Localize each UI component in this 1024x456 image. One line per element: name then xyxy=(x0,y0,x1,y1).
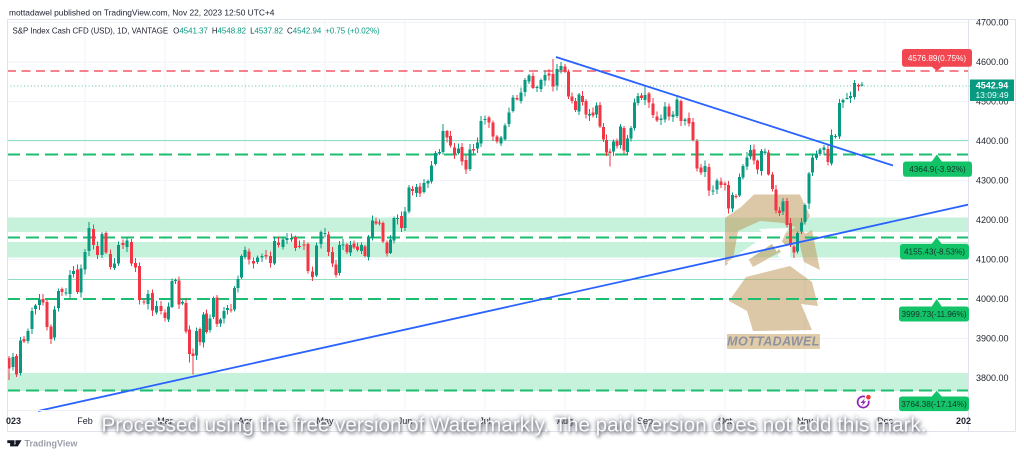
svg-text:4576.89(0.75%): 4576.89(0.75%) xyxy=(908,54,967,63)
svg-text:4600.00: 4600.00 xyxy=(976,57,1009,67)
svg-text:202: 202 xyxy=(956,416,971,426)
svg-text:Jun: Jun xyxy=(398,416,413,426)
svg-text:3999.73(-11.96%): 3999.73(-11.96%) xyxy=(902,310,967,319)
svg-text:4500.00: 4500.00 xyxy=(976,97,1009,107)
svg-text:3900.00: 3900.00 xyxy=(976,334,1009,344)
svg-text:MOTTADAWEL: MOTTADAWEL xyxy=(727,335,820,349)
svg-text:Feb: Feb xyxy=(77,416,93,426)
svg-text:4700.00: 4700.00 xyxy=(976,18,1009,28)
svg-text:TradingView: TradingView xyxy=(25,438,79,448)
svg-text:S&P Index Cash CFD (USD), 1D,: S&P Index Cash CFD (USD), 1D, VANTAGE O45… xyxy=(13,26,381,35)
svg-text:mottadawel published on Tradin: mottadawel published on TradingView.com,… xyxy=(9,7,275,17)
svg-text:3764.38(-17.14%): 3764.38(-17.14%) xyxy=(901,400,967,409)
svg-text:Sep: Sep xyxy=(637,416,653,426)
svg-text:4400.00: 4400.00 xyxy=(976,136,1009,146)
svg-text:4200.00: 4200.00 xyxy=(976,215,1009,225)
svg-text:Apr: Apr xyxy=(238,416,252,426)
svg-text:Aug: Aug xyxy=(557,416,573,426)
svg-text:13:09:49: 13:09:49 xyxy=(975,90,1008,100)
svg-text:Processed using the free versi: Processed using the free version of Wate… xyxy=(102,413,927,436)
svg-text:Nov: Nov xyxy=(797,416,814,426)
svg-text:Jul: Jul xyxy=(479,416,491,426)
svg-text:Mar: Mar xyxy=(157,416,173,426)
svg-text:4000.00: 4000.00 xyxy=(976,294,1009,304)
svg-text:4542.94: 4542.94 xyxy=(976,81,1009,91)
svg-text:4300.00: 4300.00 xyxy=(976,176,1009,186)
svg-text:4100.00: 4100.00 xyxy=(976,255,1009,265)
svg-text:4364.9(-3.92%): 4364.9(-3.92%) xyxy=(909,165,966,174)
svg-text:023: 023 xyxy=(6,416,21,426)
svg-text:Dec: Dec xyxy=(877,416,894,426)
svg-text:May: May xyxy=(316,416,334,426)
svg-text:4155.43(-8.53%): 4155.43(-8.53%) xyxy=(904,248,965,257)
svg-text:3800.00: 3800.00 xyxy=(976,373,1009,383)
svg-text:Oct: Oct xyxy=(718,416,733,426)
